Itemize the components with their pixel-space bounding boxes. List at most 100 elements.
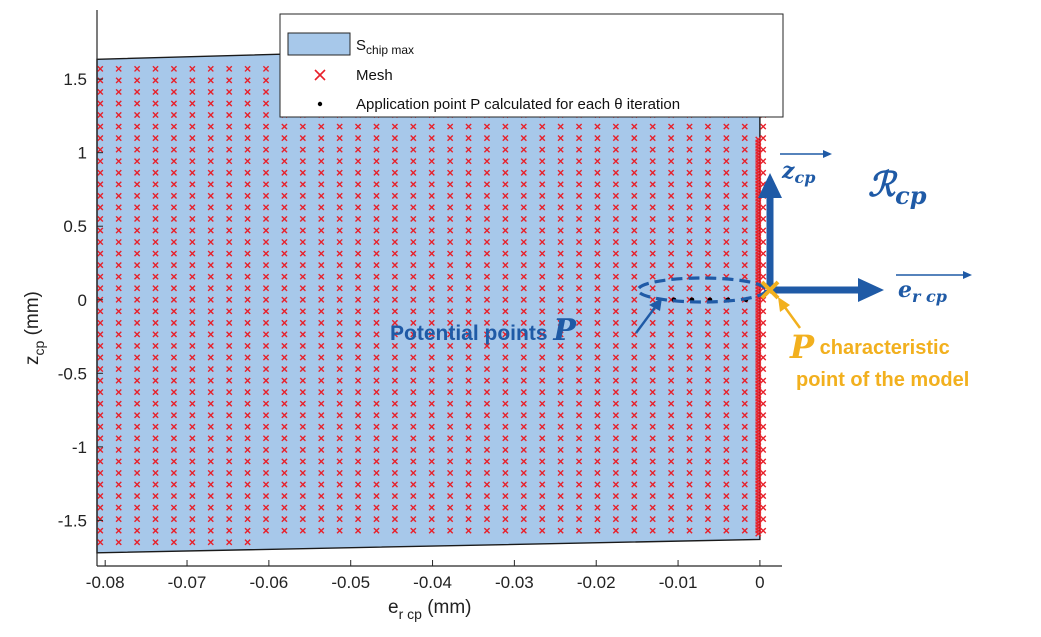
mesh-point	[170, 435, 178, 442]
mesh-point	[594, 481, 601, 488]
mesh-point	[373, 135, 380, 142]
mesh-point	[336, 262, 343, 269]
mesh-point	[354, 377, 362, 384]
mesh-point	[97, 250, 104, 257]
mesh-point	[152, 250, 159, 257]
mesh-point	[649, 192, 656, 199]
mesh-point	[520, 527, 527, 534]
mesh-point	[115, 238, 122, 246]
mesh-point	[226, 135, 233, 142]
mesh-point	[281, 238, 288, 246]
mesh-point	[723, 135, 730, 142]
mesh-point	[520, 204, 527, 211]
mesh-point	[373, 527, 380, 534]
mesh-point	[428, 354, 435, 361]
mesh-point	[115, 169, 122, 176]
mesh-point	[299, 389, 306, 396]
mesh-point	[281, 365, 288, 373]
mesh-point	[299, 123, 306, 130]
mesh-point	[226, 342, 233, 350]
mesh-point	[152, 458, 159, 465]
mesh-point	[410, 377, 417, 384]
mesh-point	[207, 504, 214, 511]
mesh-point	[520, 469, 527, 477]
mesh-point	[244, 504, 251, 511]
mesh-point	[539, 458, 546, 465]
mesh-point	[189, 412, 196, 419]
mesh-point	[354, 319, 362, 326]
mesh-point	[207, 238, 214, 246]
mesh-point	[686, 504, 693, 511]
mesh-point	[318, 319, 325, 326]
mesh-point	[115, 504, 122, 511]
mesh-point	[760, 308, 767, 315]
mesh-point	[354, 342, 362, 350]
mesh-point	[336, 146, 343, 153]
mesh-point	[244, 539, 251, 546]
mesh-point	[244, 100, 251, 107]
mesh-point	[520, 123, 527, 130]
potential-points-arrowhead	[649, 298, 662, 311]
mesh-point	[207, 527, 214, 534]
mesh-point	[741, 423, 748, 430]
mesh-point	[502, 158, 509, 165]
mesh-point	[152, 111, 159, 119]
mesh-point	[226, 111, 233, 119]
mesh-point	[483, 446, 491, 453]
mesh-point	[539, 204, 546, 211]
mesh-point	[520, 458, 527, 465]
mesh-point	[520, 446, 527, 453]
legend-swatch-region	[287, 32, 351, 56]
mesh-point	[134, 88, 141, 96]
mesh-point	[299, 273, 306, 280]
mesh-point	[612, 123, 619, 130]
mesh-point	[502, 285, 509, 292]
mesh-point	[115, 446, 122, 453]
mesh-point	[557, 146, 564, 153]
mesh-point	[410, 400, 417, 407]
mesh-point	[631, 435, 638, 442]
mesh-point	[115, 88, 122, 96]
mesh-point	[465, 412, 472, 419]
mesh-point	[336, 481, 343, 488]
mesh-point	[134, 504, 141, 511]
mesh-point	[207, 412, 214, 419]
mesh-point	[244, 492, 251, 500]
mesh-point	[594, 469, 601, 477]
mesh-point	[354, 158, 362, 165]
mesh-point	[281, 389, 288, 396]
mesh-point	[170, 158, 178, 165]
mesh-point	[391, 296, 398, 303]
mesh-point	[704, 285, 712, 292]
mesh-point	[281, 262, 288, 269]
mesh-point	[262, 481, 270, 488]
mesh-point	[244, 250, 251, 257]
mesh-point	[502, 169, 509, 176]
mesh-point	[373, 227, 380, 234]
mesh-point	[354, 181, 362, 188]
mesh-point	[134, 227, 141, 234]
mesh-point	[612, 492, 619, 500]
mesh-point	[152, 331, 159, 338]
mesh-point	[189, 539, 196, 546]
mesh-point	[373, 389, 380, 396]
mesh-point	[539, 285, 546, 292]
mesh-point	[483, 192, 491, 199]
mesh-point	[465, 308, 472, 315]
mesh-point	[410, 516, 417, 523]
mesh-point	[502, 423, 509, 430]
mesh-point	[354, 446, 362, 453]
mesh-point	[704, 123, 712, 130]
mesh-point	[520, 250, 527, 257]
mesh-point	[723, 308, 730, 315]
mesh-point	[281, 446, 288, 453]
mesh-point	[262, 400, 270, 407]
mesh-point	[723, 469, 730, 477]
mesh-point	[354, 412, 362, 419]
mesh-point	[299, 342, 306, 350]
mesh-point	[649, 181, 656, 188]
mesh-point	[686, 342, 693, 350]
mesh-point	[428, 469, 435, 477]
mesh-point	[354, 354, 362, 361]
mesh-point	[226, 423, 233, 430]
